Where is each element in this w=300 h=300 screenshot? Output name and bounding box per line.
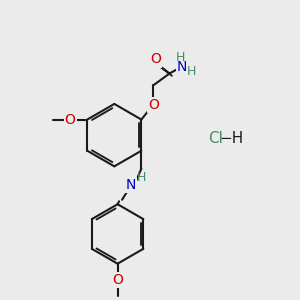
Text: N: N — [177, 60, 187, 74]
Text: H: H — [137, 171, 146, 184]
Text: O: O — [148, 98, 159, 112]
Text: H: H — [186, 64, 196, 78]
Text: N: N — [126, 178, 136, 192]
Text: H: H — [175, 51, 185, 64]
Text: O: O — [64, 112, 76, 127]
Text: Cl: Cl — [208, 130, 223, 146]
Text: O: O — [112, 273, 123, 287]
Text: −H: −H — [220, 130, 244, 146]
Text: O: O — [150, 52, 161, 67]
